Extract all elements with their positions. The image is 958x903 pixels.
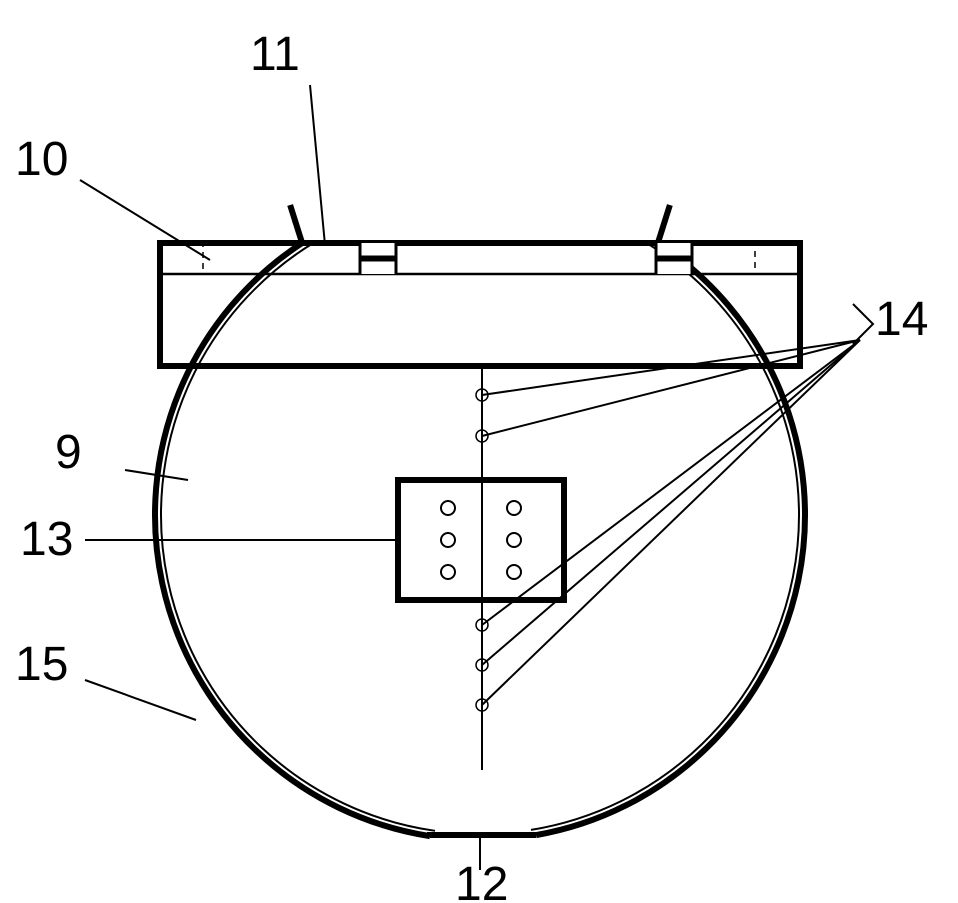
label-12: 12 — [455, 858, 508, 903]
label-11: 11 — [250, 28, 300, 81]
leader-15 — [85, 680, 196, 720]
dash-overhang-left — [158, 242, 203, 274]
top-beam — [160, 243, 800, 366]
inner-arc-r — [531, 243, 799, 830]
label-13: 13 — [20, 513, 73, 566]
label-10: 10 — [15, 133, 68, 186]
dash-overhang-right — [755, 242, 802, 274]
label-14: 14 — [875, 293, 928, 346]
technical-diagram: 11 10 9 13 15 12 14 — [0, 0, 958, 903]
notch-mid-right — [656, 260, 692, 274]
circle-arc-right — [536, 243, 805, 835]
bottom-notch-rect — [430, 835, 536, 836]
leader-11 — [310, 85, 325, 245]
horn-right-outer — [658, 205, 670, 243]
notch-top-right — [656, 243, 692, 257]
inner-arc-l — [161, 243, 435, 831]
bracket-14 — [853, 304, 873, 344]
notch-top-left — [360, 243, 396, 257]
label-15: 15 — [15, 638, 68, 691]
horn-left-outer — [290, 205, 302, 243]
notch-mid-left — [360, 260, 396, 274]
leader-10 — [80, 180, 210, 260]
label-9: 9 — [55, 426, 82, 479]
